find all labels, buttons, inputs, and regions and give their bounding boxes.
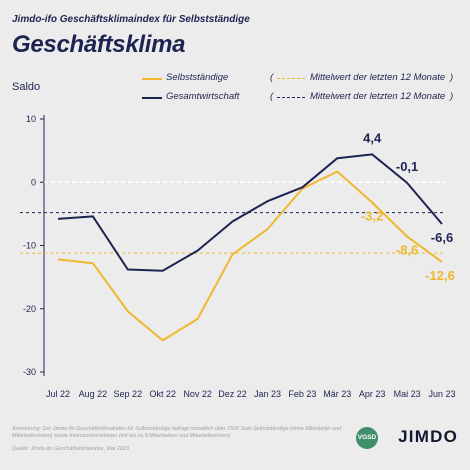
- legend-dash-mean-gesamt: [277, 97, 305, 98]
- data-label-selbstständige: -8,6: [396, 243, 418, 258]
- x-tick-label: Okt 22: [149, 389, 176, 399]
- vgsd-logo-badge: VGSD: [356, 427, 378, 449]
- jimdo-logo: JIMDO: [398, 427, 458, 446]
- x-tick-label: Mär 23: [323, 389, 351, 399]
- legend-dash-mean-selbst: [277, 78, 305, 79]
- data-label-gesamtwirtschaft: 4,4: [363, 130, 382, 145]
- legend-label-mean-selbst: Mittelwert der letzten 12 Monate: [310, 72, 446, 83]
- x-tick-label: Jun 23: [428, 389, 455, 399]
- x-tick-label: Jul 22: [46, 389, 70, 399]
- y-axis-label: Saldo: [12, 81, 41, 93]
- series-line-selbstständige: [57, 170, 443, 342]
- x-tick-label: Aug 22: [79, 389, 108, 399]
- series-line-gesamtwirtschaft: [57, 153, 443, 272]
- y-tick-label: 10: [26, 114, 36, 124]
- x-tick-label: Dez 22: [218, 389, 247, 399]
- legend-swatch-gesamtwirtschaft: [142, 97, 162, 99]
- x-tick-label: Mai 23: [394, 389, 421, 399]
- legend-label-gesamtwirtschaft: Gesamtwirtschaft: [166, 91, 240, 102]
- legend-paren-close-2: ): [450, 91, 454, 102]
- chart-title: Geschäftsklima: [12, 31, 186, 58]
- legend-label-mean-gesamt: Mittelwert der letzten 12 Monate: [310, 91, 446, 102]
- x-tick-label: Feb 23: [288, 389, 316, 399]
- x-tick-label: Nov 22: [183, 389, 212, 399]
- legend-label-selbststaendige: Selbstständige: [166, 72, 229, 83]
- y-tick-label: -30: [23, 367, 36, 377]
- y-tick-label: -10: [23, 241, 36, 251]
- source-note: Quelle: Jimdo-ifo Geschäftsklimaindex, M…: [12, 446, 129, 452]
- data-label-selbstständige: -3,2: [361, 208, 383, 223]
- x-tick-label: Apr 23: [359, 389, 386, 399]
- chart-supertitle: Jimdo-ifo Geschäftsklimaindex für Selbst…: [12, 14, 250, 25]
- x-tick-label: Jan 23: [254, 389, 281, 399]
- legend-paren-open-2: (: [270, 91, 274, 102]
- y-tick-label: -20: [23, 304, 36, 314]
- data-label-selbstständige: -12,6: [425, 268, 455, 283]
- footnote: Anmerkung: Der Jimdo-ifo Geschäftsklimai…: [12, 426, 342, 439]
- legend-swatch-selbststaendige: [142, 78, 162, 80]
- legend-paren-open-1: (: [270, 72, 274, 83]
- x-tick-label: Sep 22: [114, 389, 143, 399]
- data-label-gesamtwirtschaft: -0,1: [396, 159, 418, 174]
- data-label-gesamtwirtschaft: -6,6: [431, 230, 453, 245]
- y-tick-label: 0: [31, 177, 36, 187]
- legend-paren-close-1: ): [450, 72, 454, 83]
